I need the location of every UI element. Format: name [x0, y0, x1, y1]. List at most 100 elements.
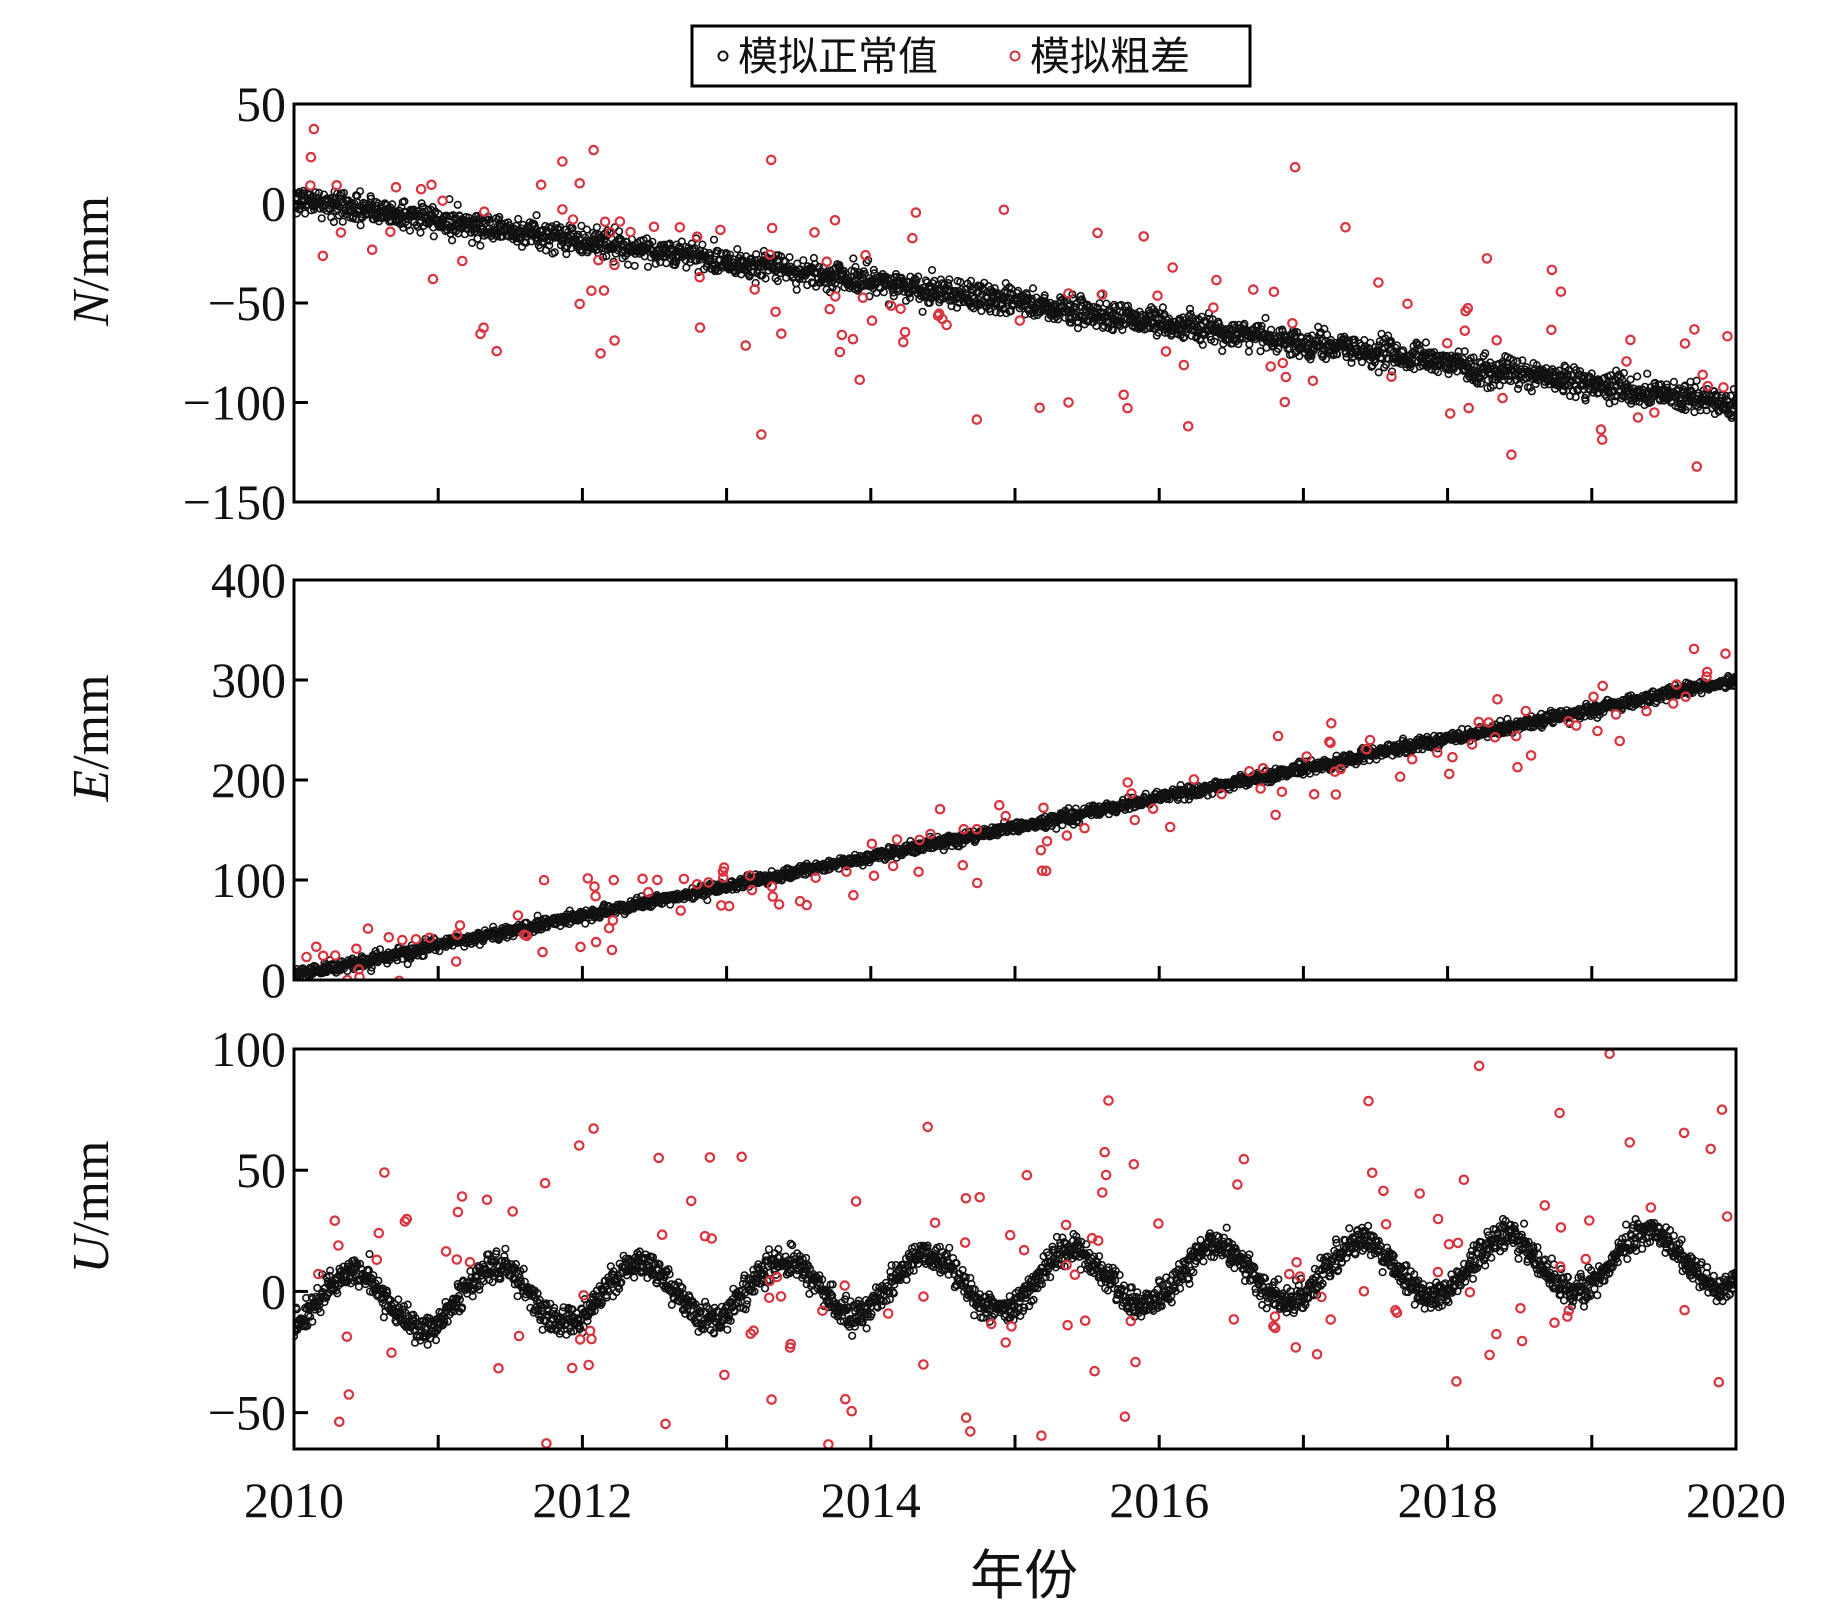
normal-point	[943, 279, 953, 288]
gross-error-point	[625, 226, 636, 238]
gross-error-point	[1118, 389, 1129, 401]
gross-error-point	[1167, 262, 1178, 273]
gross-error-point	[648, 221, 660, 233]
normal-point	[393, 956, 402, 965]
gross-error-point	[1459, 325, 1471, 336]
normal-point	[1415, 341, 1424, 350]
normal-point	[1234, 340, 1243, 349]
normal-point	[1513, 384, 1523, 394]
normal-point	[1265, 330, 1274, 340]
normal-point	[1322, 330, 1332, 339]
gross-error-point	[1014, 315, 1026, 326]
panel-n-ylabel-unit: /mm	[63, 196, 120, 291]
gross-error-point	[1621, 356, 1632, 367]
gross-error-point	[475, 328, 486, 340]
gross-error-point	[1289, 161, 1301, 173]
normal-point	[301, 209, 310, 218]
normal-point	[550, 233, 559, 242]
normal-point	[1108, 326, 1117, 335]
gross-error-point	[821, 256, 832, 267]
y-tick-label: −100	[183, 375, 286, 431]
gross-error-point	[1248, 284, 1259, 295]
gross-error-point	[1702, 380, 1714, 392]
gross-error-point	[1287, 317, 1298, 329]
normal-point	[581, 919, 590, 928]
gross-error-point	[907, 232, 918, 244]
y-tick-label: 50	[236, 76, 286, 132]
normal-point	[1618, 376, 1627, 385]
normal-point	[956, 277, 965, 287]
normal-point	[799, 256, 808, 265]
panel-n-ylabel: N/mm	[63, 196, 120, 327]
gross-error-point	[1718, 382, 1729, 393]
normal-point	[1398, 346, 1408, 355]
panel-n-ticks: 500−50−100−150	[183, 76, 1594, 530]
normal-point	[367, 966, 376, 976]
normal-point	[375, 945, 385, 954]
normal-point	[623, 260, 633, 269]
normal-point	[562, 250, 571, 259]
gross-error-point	[317, 250, 329, 262]
gross-error-point	[691, 231, 703, 242]
gross-error-point	[897, 336, 909, 348]
normal-point	[1509, 356, 1518, 365]
normal-point	[646, 902, 655, 912]
normal-point	[1266, 325, 1276, 334]
normal-point	[1527, 387, 1536, 396]
normal-point	[582, 225, 592, 234]
normal-point	[729, 255, 739, 264]
gross-error-point	[1208, 302, 1219, 313]
gross-error-point	[834, 346, 846, 358]
gross-error-point	[1546, 264, 1558, 276]
legend-normal-label: 模拟正常值	[738, 34, 938, 80]
gross-error-point	[1277, 357, 1289, 369]
gross-error-point	[1363, 541, 1371, 549]
gross-error-point	[1138, 231, 1149, 242]
gross-error-point	[1632, 412, 1644, 423]
normal-point	[429, 232, 438, 241]
gross-error-point	[1546, 324, 1557, 336]
normal-point	[709, 235, 719, 244]
normal-point	[1460, 347, 1469, 356]
gross-error-point	[574, 298, 585, 310]
gross-error-point	[1488, 536, 1496, 544]
gross-error-point	[1097, 289, 1108, 300]
gross-error-point	[1679, 338, 1691, 349]
normal-point	[698, 240, 707, 249]
gross-error-point	[885, 300, 897, 311]
panel-n-points	[294, 123, 1736, 549]
gross-error-point	[971, 414, 983, 425]
gross-error-point	[609, 259, 620, 271]
normal-point	[495, 212, 504, 222]
y-tick-label: −50	[208, 275, 286, 331]
gross-error-point	[937, 313, 948, 325]
gross-error-point	[1268, 286, 1280, 298]
normal-point	[1073, 324, 1083, 333]
gross-error-point	[1402, 298, 1413, 310]
gross-error-point	[415, 183, 427, 195]
normal-point	[1518, 356, 1527, 365]
gross-error-point	[1092, 227, 1103, 239]
normal-point	[530, 222, 539, 231]
normal-point	[1102, 299, 1111, 308]
gross-error-point	[770, 306, 781, 318]
gross-error-point	[836, 329, 848, 341]
normal-point	[1581, 396, 1590, 405]
gross-error-point	[1649, 407, 1660, 418]
normal-point	[314, 188, 324, 197]
gross-error-point	[305, 151, 317, 163]
legend-normal-marker	[717, 50, 729, 62]
normal-point	[1692, 376, 1701, 385]
normal-point	[1643, 369, 1652, 378]
gross-error-point	[775, 328, 787, 339]
gross-error-point	[1722, 330, 1733, 342]
normal-point	[892, 272, 901, 282]
gross-error-point	[809, 227, 820, 238]
normal-point	[593, 245, 602, 254]
gross-error-point	[765, 154, 777, 166]
gross-error-point	[308, 123, 320, 135]
normal-point	[1606, 371, 1615, 380]
gross-error-point	[491, 345, 502, 357]
